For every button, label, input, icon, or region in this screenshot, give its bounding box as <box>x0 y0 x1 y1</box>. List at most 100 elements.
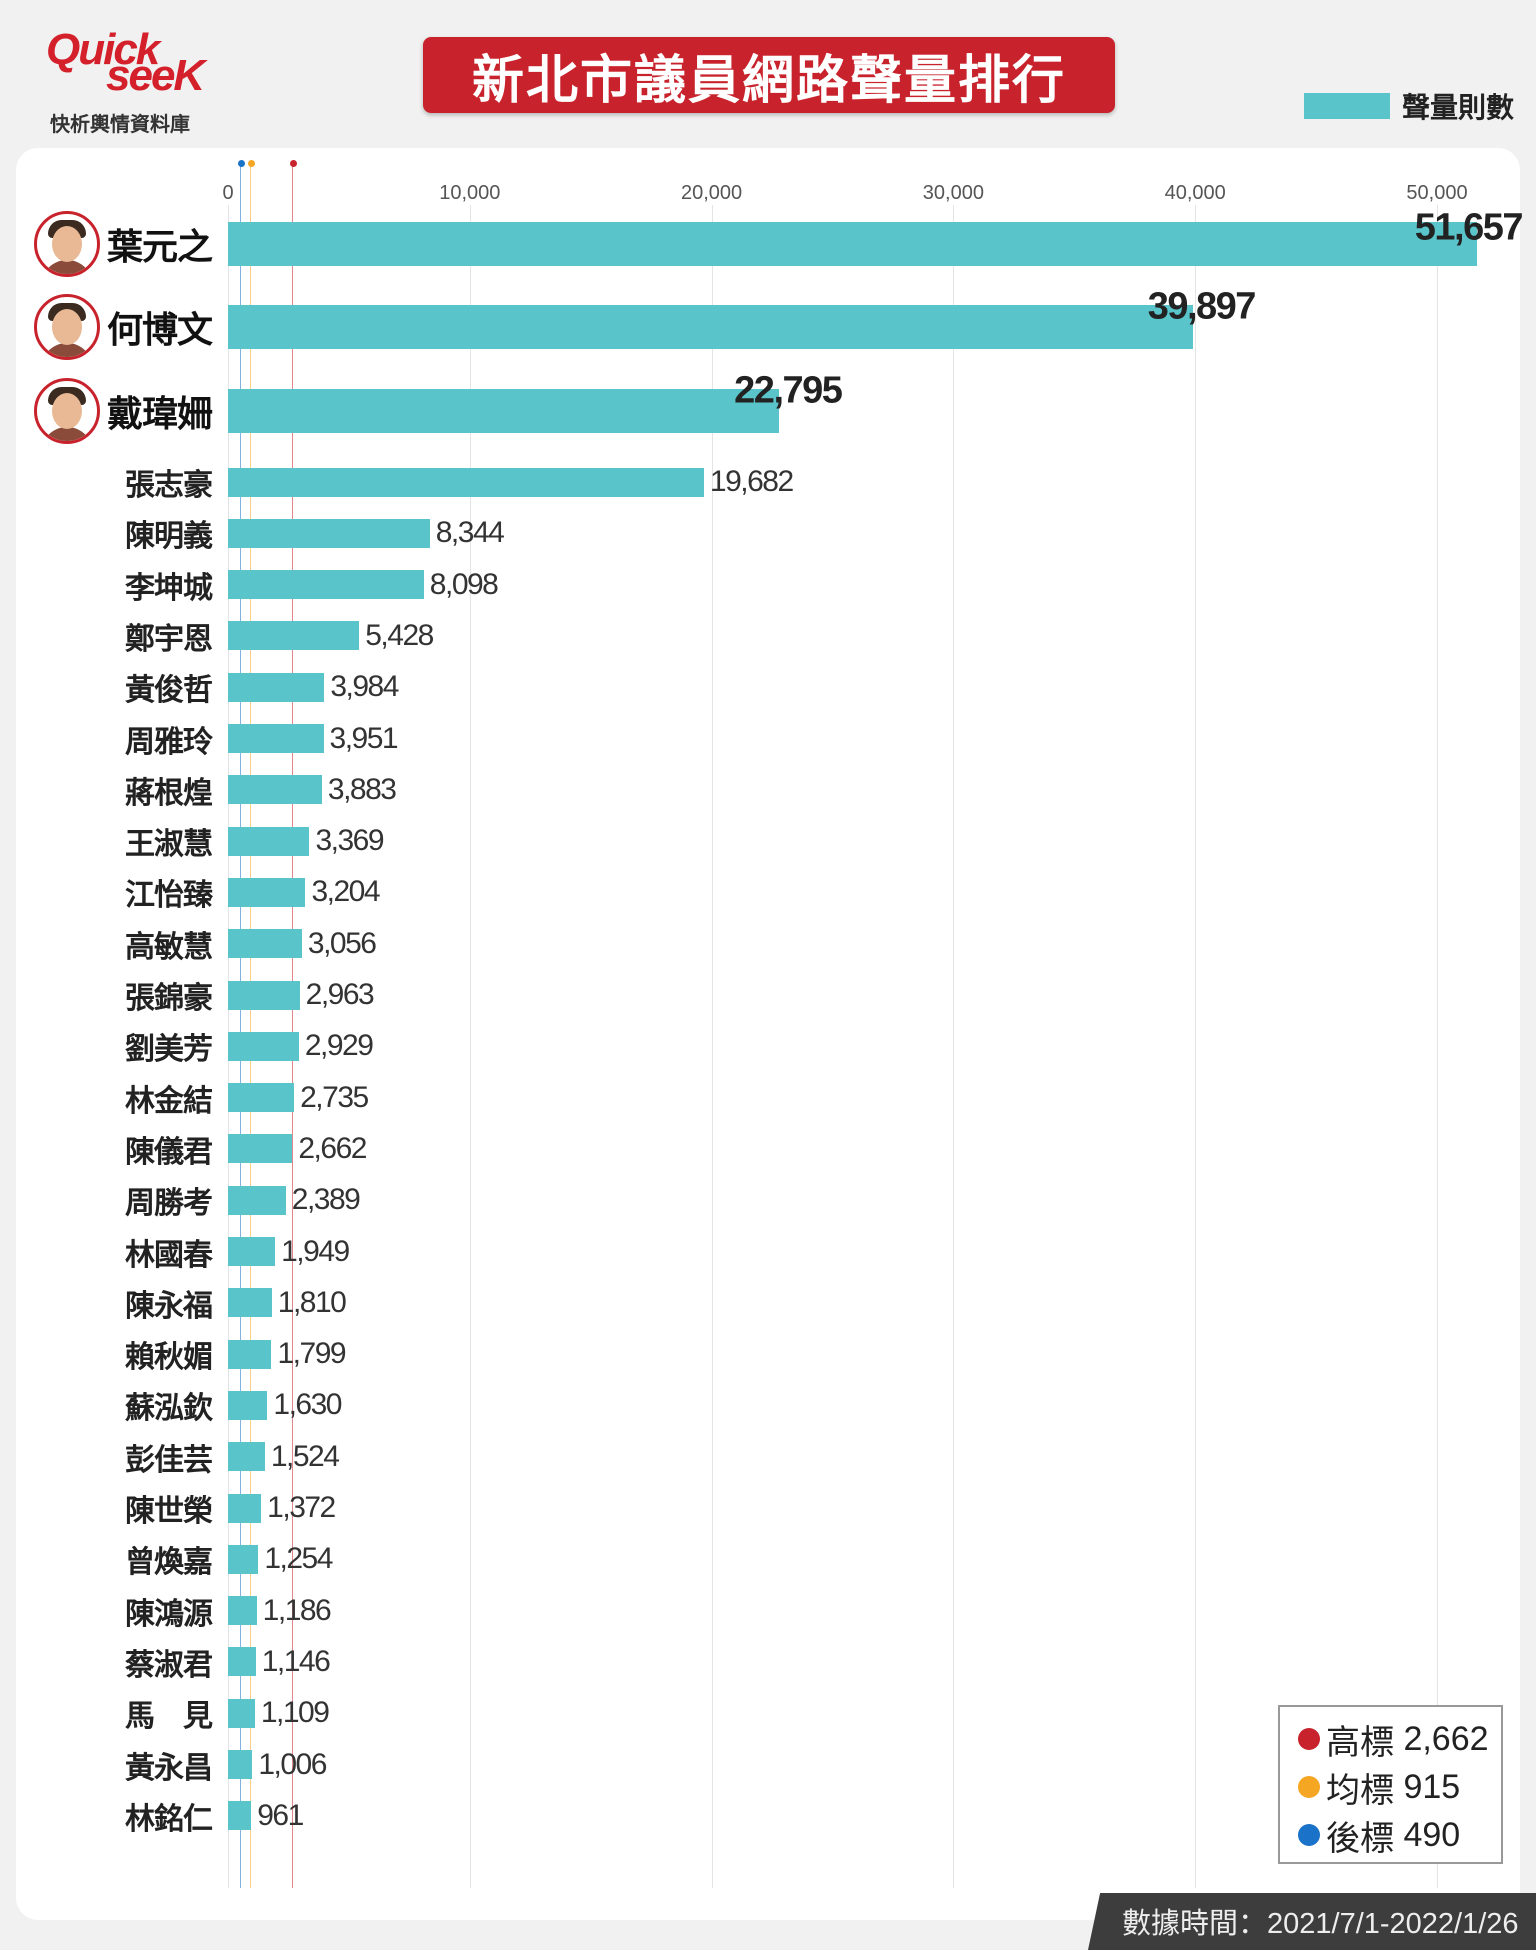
category-label: 戴瑋姍 <box>106 393 213 434</box>
threshold-marker-915 <box>248 160 256 167</box>
category-label: 林金結 <box>125 1084 213 1118</box>
category-label: 林國春 <box>125 1238 213 1272</box>
x-tick-label: 30,000 <box>922 182 984 204</box>
series-legend: 聲量則數 <box>1304 86 1514 126</box>
category-label: 陳明義 <box>125 520 213 554</box>
category-label: 林銘仁 <box>125 1802 213 1836</box>
category-label: 曾煥嘉 <box>125 1546 213 1580</box>
bar-周勝考 <box>228 1185 286 1215</box>
bar-黃俊哲 <box>228 672 325 702</box>
category-label: 彭佳芸 <box>125 1443 213 1477</box>
value-label: 1,006 <box>258 1747 327 1781</box>
value-label: 1,524 <box>270 1439 340 1473</box>
value-label: 3,951 <box>329 721 399 755</box>
category-label: 黃俊哲 <box>125 674 213 708</box>
threshold-marker-490 <box>237 160 245 167</box>
x-tick-label: 20,000 <box>681 182 743 204</box>
value-label: 2,735 <box>300 1080 369 1114</box>
threshold-legend: 高標 2,662 均標 915 後標 490 <box>1278 1705 1503 1864</box>
threshold-legend-high: 高標 2,662 <box>1298 1715 1501 1763</box>
blue-dot-icon <box>1298 1824 1320 1846</box>
bar-周雅玲 <box>228 724 324 753</box>
value-label: 3,369 <box>315 824 384 858</box>
x-tick-label: 0 <box>222 182 234 204</box>
gridline <box>469 205 471 1888</box>
value-label: 2,389 <box>291 1183 361 1217</box>
bar-葉元之 <box>228 222 1478 266</box>
category-label: 蔡淑君 <box>125 1648 213 1682</box>
value-label: 2,662 <box>298 1131 367 1165</box>
category-label: 賴秋媚 <box>125 1341 213 1375</box>
value-label: 1,630 <box>273 1388 342 1422</box>
category-label: 陳永福 <box>125 1289 213 1323</box>
bar-賴秋媚 <box>228 1339 272 1369</box>
value-label: 961 <box>257 1798 304 1832</box>
bar-黃永昌 <box>228 1750 253 1779</box>
bar-曾煥嘉 <box>228 1544 259 1574</box>
value-label: 8,098 <box>429 567 499 601</box>
chart-title: 新北市議員網路聲量排行 <box>471 51 1066 110</box>
category-label: 何博文 <box>106 309 213 350</box>
category-label: 蔣根煌 <box>125 776 213 810</box>
value-label: 51,657 <box>1414 206 1524 249</box>
threshold-line-915 <box>250 164 252 1888</box>
value-label: 2,929 <box>304 1029 374 1063</box>
bar-戴瑋姍 <box>228 389 780 433</box>
category-label: 李坤城 <box>125 571 213 605</box>
data-period: 數據時間：2021/7/1-2022/1/26 <box>1122 1908 1519 1940</box>
category-label: 張志豪 <box>125 469 213 502</box>
bar-陳儀君 <box>228 1134 293 1164</box>
x-tick-label: 40,000 <box>1164 182 1226 204</box>
bar-陳鴻源 <box>228 1596 257 1626</box>
value-label: 3,056 <box>307 926 377 960</box>
category-label: 鄭宇恩 <box>125 622 213 656</box>
red-dot-icon <box>1298 1728 1320 1750</box>
threshold-line-490 <box>239 164 241 1888</box>
x-tick-label: 50,000 <box>1406 182 1468 204</box>
category-label: 張錦豪 <box>125 982 213 1015</box>
value-label: 19,682 <box>709 465 794 498</box>
value-label: 1,949 <box>281 1234 350 1268</box>
value-label: 3,204 <box>311 875 380 909</box>
value-label: 2,963 <box>305 978 375 1011</box>
bar-蔡淑君 <box>228 1647 256 1677</box>
bar-張錦豪 <box>228 980 300 1010</box>
bar-江怡臻 <box>228 877 306 907</box>
bar-彭佳芸 <box>228 1442 265 1472</box>
value-label: 1,372 <box>267 1491 336 1524</box>
value-label: 1,146 <box>261 1644 331 1678</box>
value-label: 8,344 <box>435 516 505 550</box>
value-label: 22,795 <box>734 369 843 412</box>
gridline <box>711 205 713 1888</box>
avatar <box>34 211 100 277</box>
value-label: 1,810 <box>277 1285 347 1319</box>
value-label: 1,254 <box>264 1542 333 1576</box>
bar-張志豪 <box>228 467 704 497</box>
bar-王淑慧 <box>228 826 310 856</box>
category-label: 蘇泓欽 <box>125 1392 213 1426</box>
category-label: 周勝考 <box>125 1187 213 1221</box>
chart-title-banner: 新北市議員網路聲量排行 <box>423 37 1115 113</box>
gridline <box>1195 205 1197 1888</box>
category-label: 高敏慧 <box>125 930 213 964</box>
bar-何博文 <box>228 305 1193 349</box>
logo-wordmark: Quick seeK <box>46 25 205 100</box>
bar-陳永福 <box>228 1288 272 1318</box>
x-tick-label: 10,000 <box>439 182 501 204</box>
threshold-legend-low: 後標 490 <box>1298 1811 1501 1859</box>
bar-高敏慧 <box>228 929 302 959</box>
bar-蔣根煌 <box>228 775 322 805</box>
value-label: 1,186 <box>262 1593 332 1627</box>
bar-李坤城 <box>228 570 424 600</box>
category-label: 葉元之 <box>106 226 213 267</box>
value-label: 3,984 <box>330 670 399 704</box>
series-legend-label: 聲量則數 <box>1402 92 1515 123</box>
bar-陳世榮 <box>228 1493 262 1523</box>
category-label: 黃永昌 <box>125 1751 213 1785</box>
category-label: 江怡臻 <box>125 879 213 913</box>
value-label: 5,428 <box>365 618 434 652</box>
avatar <box>34 378 100 444</box>
gridline <box>1437 205 1438 1888</box>
value-label: 1,109 <box>260 1696 330 1730</box>
bar-馬 見 <box>228 1698 255 1728</box>
